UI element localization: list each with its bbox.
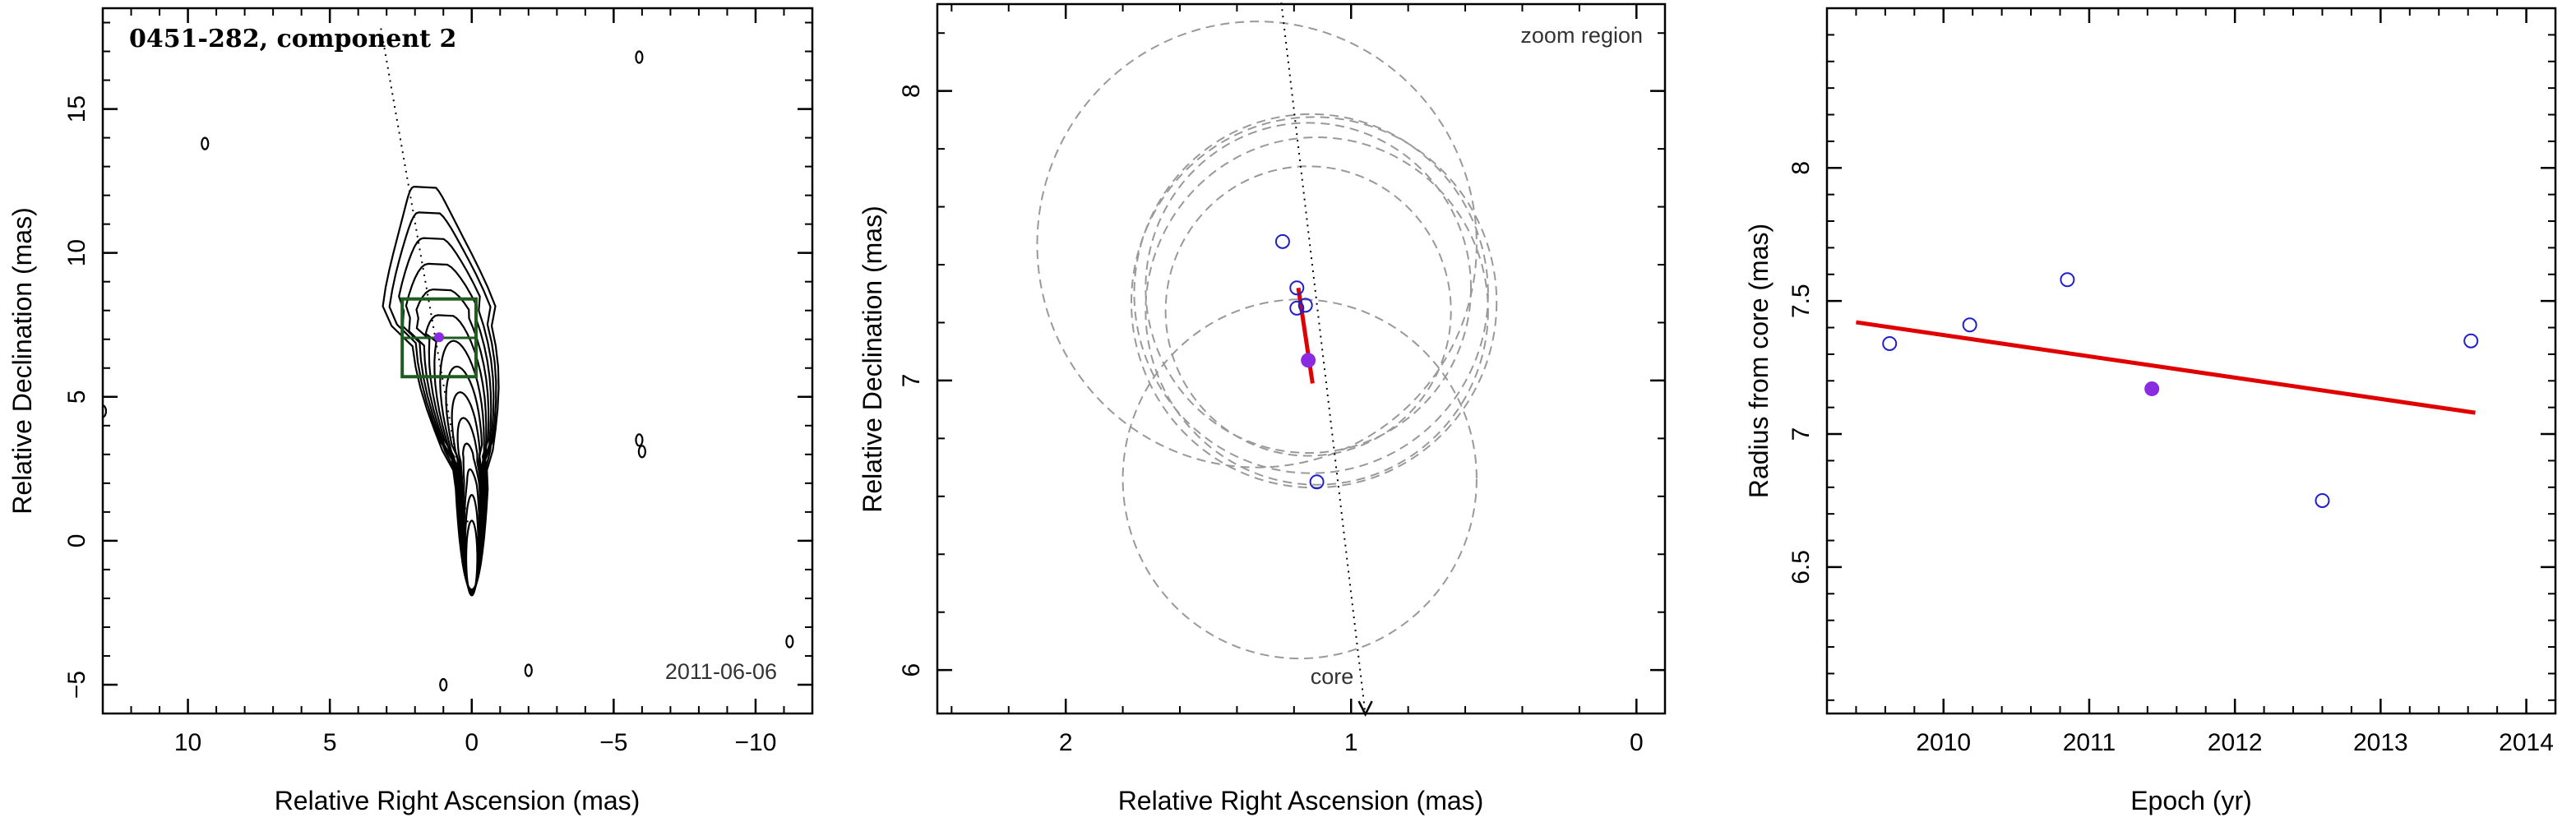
- position-points: [1274, 233, 1325, 490]
- x-axis-label: Epoch (yr): [2130, 786, 2252, 815]
- position-point: [1289, 300, 1305, 316]
- x-tick-label: −5: [599, 729, 627, 756]
- y-tick-label: 8: [1787, 161, 1815, 175]
- uncertainty-circle: [1122, 298, 1478, 660]
- y-tick-label: 15: [63, 95, 90, 122]
- contour-blip: [524, 663, 533, 677]
- x-tick-label: 5: [323, 729, 337, 756]
- fit-line: [1856, 320, 2476, 415]
- radius-point: [2315, 492, 2330, 508]
- position-point: [1289, 280, 1305, 296]
- contour-blip: [439, 677, 448, 692]
- radius-points: [1882, 272, 2479, 508]
- plot-frame: [936, 2, 1667, 715]
- radius-point: [2060, 272, 2075, 288]
- y-tick-label: −5: [63, 671, 90, 699]
- y-tick-label: 7: [1787, 427, 1815, 441]
- x-axis-ticks: 2010 2011 2012 2013 2014: [1826, 8, 2554, 756]
- position-point: [1297, 298, 1313, 313]
- component-marker: [434, 332, 445, 343]
- x-tick-label: 0: [1630, 729, 1644, 756]
- position-point: [1274, 233, 1290, 249]
- y-axis-label: Relative Declination (mas): [7, 207, 37, 514]
- x-tick-label: 2: [1059, 729, 1073, 756]
- uncertainty-circle: [1036, 21, 1478, 469]
- radius-point: [1882, 335, 1898, 351]
- y-tick-label: 6.5: [1787, 550, 1815, 584]
- date-annotation: 2011-06-06: [665, 659, 777, 684]
- x-axis-label: Relative Right Ascension (mas): [1118, 786, 1484, 815]
- y-tick-label: 7: [898, 374, 925, 388]
- y-tick-label: 6: [898, 663, 925, 677]
- x-tick-label: 2012: [2208, 729, 2263, 756]
- contour-blip: [635, 50, 644, 64]
- uncertainty-circle: [1145, 122, 1473, 454]
- x-tick-label: 1: [1344, 729, 1358, 756]
- contour-blip: [637, 445, 646, 459]
- jet-direction-line: [1279, 0, 1367, 715]
- x-tick-label: 2011: [2063, 729, 2116, 756]
- uncertainty-circles: [1036, 21, 1498, 660]
- x-tick-label: 2010: [1916, 729, 1971, 756]
- y-axis-ticks: −5 0 5 10 15: [63, 21, 812, 714]
- y-tick-label: 10: [63, 239, 90, 266]
- uncertainty-circle: [1164, 165, 1452, 457]
- contour-blip: [201, 136, 210, 150]
- y-axis-ticks: 6 7 8: [898, 32, 1665, 677]
- core-arrow-head: [1357, 700, 1373, 717]
- y-axis-ticks: 6.5 7 7.5 8: [1787, 7, 2555, 701]
- uncertainty-circle: [1131, 116, 1498, 489]
- y-axis-label: Relative Declination (mas): [858, 206, 887, 512]
- mean-radius-marker: [2144, 381, 2160, 396]
- uncertainty-circle: [1145, 136, 1489, 486]
- panel-contour-map: 10 5 0 −5 −10 −5 0 5 10 15 0451-282, component 2…: [7, 7, 814, 815]
- x-tick-label: 2014: [2499, 729, 2554, 756]
- x-tick-label: −10: [735, 729, 777, 756]
- plot-frame: [101, 7, 814, 715]
- y-axis-label: Radius from core (mas): [1744, 224, 1774, 498]
- zoom-region-label: zoom region: [1520, 23, 1643, 48]
- contour-blip: [785, 635, 794, 649]
- radius-point: [2463, 333, 2479, 349]
- contour-blip: [635, 433, 644, 447]
- panel-title: 0451-282, component 2: [129, 25, 456, 53]
- x-axis-label: Relative Right Ascension (mas): [275, 786, 641, 815]
- uncertainty-circle: [1133, 113, 1489, 474]
- panel-radius-vs-epoch: 2010 2011 2012 2013 2014 6.5 7 7.5 8 Epoch (yr)…: [1744, 7, 2557, 815]
- plot-frame: [1825, 7, 2557, 715]
- x-tick-label: 0: [465, 729, 479, 756]
- y-tick-label: 0: [63, 534, 90, 548]
- contour-blip: [103, 404, 108, 418]
- mean-position-marker: [1301, 353, 1316, 368]
- contour-level: [465, 520, 479, 597]
- y-tick-label: 7.5: [1787, 284, 1815, 318]
- core-label: core: [1311, 664, 1354, 689]
- y-tick-label: 8: [898, 84, 925, 98]
- radius-point: [1962, 317, 1977, 333]
- x-axis-ticks: 2 1 0: [950, 4, 1644, 756]
- panel-zoom-region: 2 1 0 6 7 8 zoom region core Relative Right …: [858, 0, 1667, 815]
- x-axis-ticks: 10 5 0 −5 −10: [102, 8, 813, 756]
- contour-map: [103, 50, 794, 692]
- x-tick-label: 2013: [2353, 729, 2408, 756]
- x-tick-label: 10: [174, 729, 201, 756]
- y-tick-label: 5: [63, 390, 90, 404]
- position-point: [1309, 474, 1325, 490]
